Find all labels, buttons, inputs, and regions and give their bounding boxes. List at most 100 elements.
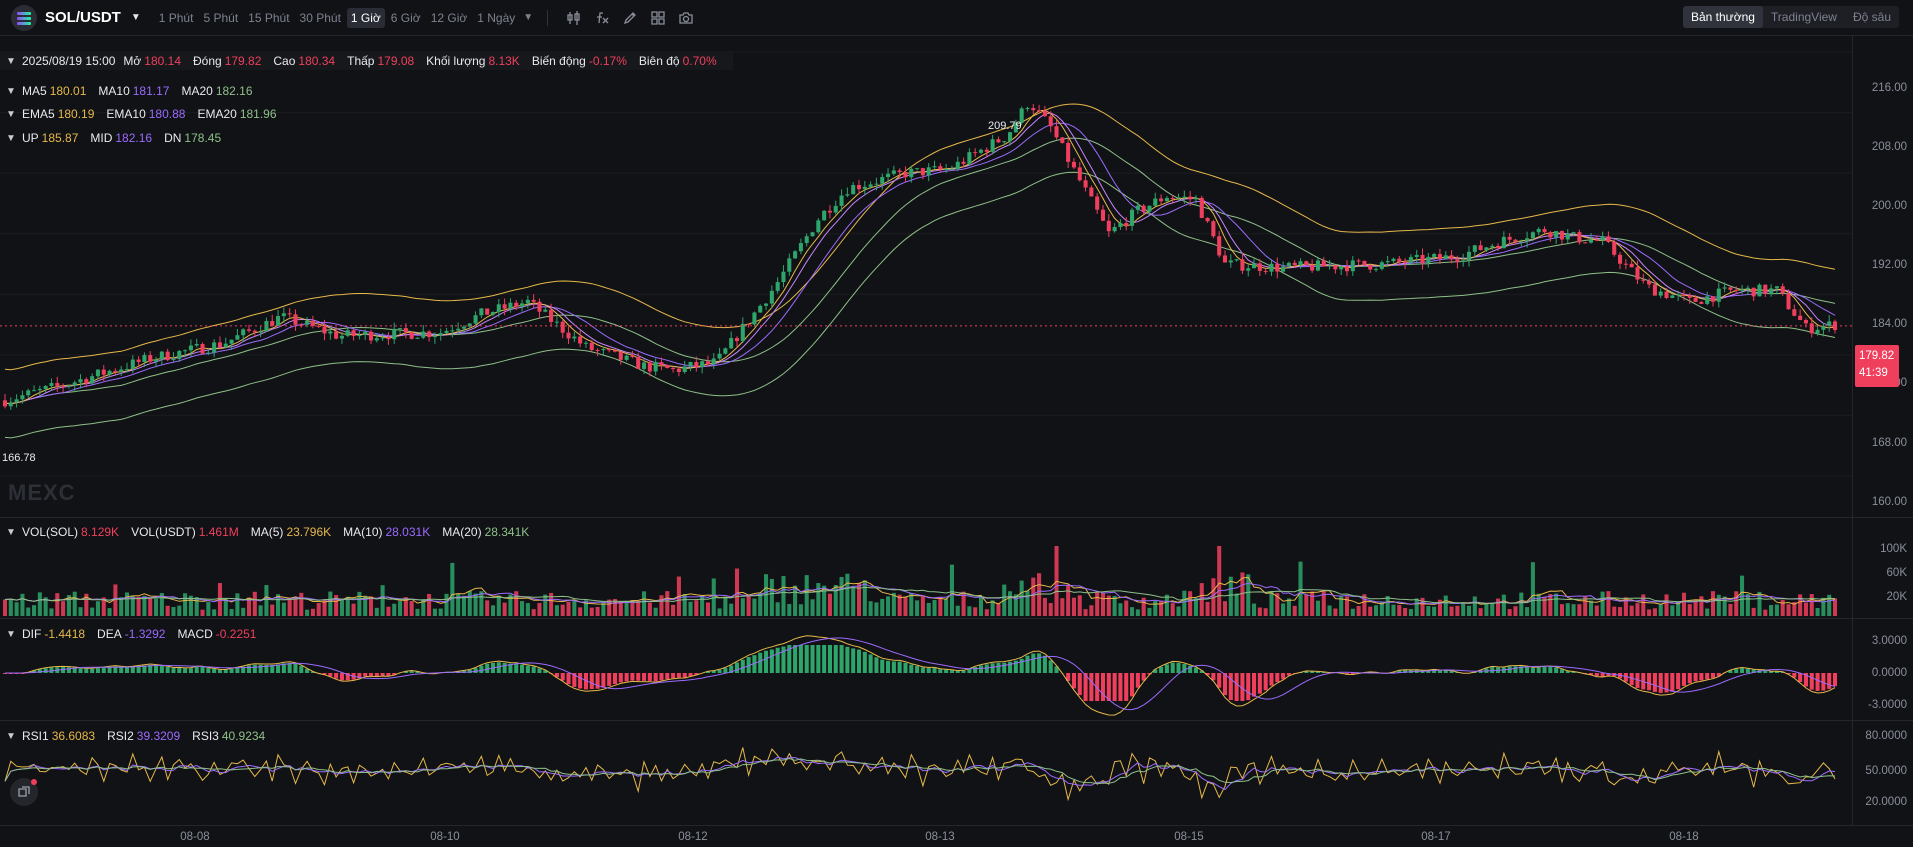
interval-more-chevron-down-icon[interactable]: ▼ [523, 12, 534, 23]
volume-bar [1403, 607, 1408, 616]
interval-6h[interactable]: 6 Giờ [390, 10, 421, 25]
symbol-dropdown-caret-icon[interactable]: ▼ [130, 12, 141, 23]
candle-body [1350, 260, 1355, 272]
volume-bar [700, 595, 705, 616]
macd-histogram-bar [1710, 673, 1716, 679]
interval-1h[interactable]: 1 Giờ [346, 7, 385, 28]
interval-30m[interactable]: 30 Phút [299, 10, 341, 25]
macd-histogram-bar [1449, 670, 1454, 673]
candle-body [711, 358, 716, 364]
candlestick-chart[interactable] [0, 36, 1852, 517]
macd-histogram-bar [729, 665, 734, 673]
candle-body [334, 331, 339, 339]
rsi-tick: 80.0000 [1865, 730, 1907, 742]
candle-settings-icon[interactable] [560, 5, 588, 31]
volume-bar [345, 596, 350, 616]
macd-histogram-bar [159, 665, 164, 673]
candle-body [1292, 262, 1297, 265]
macd-histogram-bar [380, 673, 385, 676]
macd-histogram-bar [473, 668, 478, 673]
interval-5m[interactable]: 5 Phút [203, 10, 239, 25]
volume-bar [66, 595, 71, 616]
macd-histogram-bar [961, 670, 966, 673]
volume-bar [833, 585, 838, 616]
view-depth[interactable]: Độ sâu [1852, 10, 1891, 24]
volume-bar [1031, 577, 1036, 616]
camera-icon[interactable] [672, 5, 700, 31]
ma-collapse-chevron-icon[interactable]: ▼ [6, 85, 16, 97]
rsi-chart[interactable] [0, 721, 1852, 825]
macd-collapse-chevron-icon[interactable]: ▼ [6, 628, 16, 640]
volume-bar [1583, 595, 1588, 616]
macd-histogram-bar [1594, 673, 1599, 677]
collapse-chevron-icon[interactable]: ▼ [6, 55, 16, 67]
view-standard[interactable]: Bản thường [1682, 6, 1763, 28]
macd-histogram-bar [1217, 673, 1222, 688]
candle-body [781, 271, 786, 283]
volume-bar [990, 600, 995, 616]
macd-histogram-bar [531, 666, 536, 673]
macd-histogram-bar [856, 649, 862, 673]
interval-12h[interactable]: 12 Giờ [430, 10, 468, 25]
macd-chart[interactable] [0, 619, 1852, 720]
candle-body [1821, 325, 1826, 330]
volume-label: Khối lượng [426, 54, 486, 68]
view-tradingview[interactable]: TradingView [1770, 10, 1837, 24]
interval-1m[interactable]: 1 Phút [158, 10, 194, 25]
volume-chart[interactable] [0, 518, 1852, 618]
candle-body [1722, 287, 1727, 289]
volume-bar [252, 591, 257, 616]
pencil-icon[interactable] [616, 5, 644, 31]
macd-histogram-bar [276, 664, 281, 673]
macd-histogram-bar [119, 666, 124, 673]
macd-histogram-bar [1112, 673, 1117, 701]
macd-histogram-bar [874, 657, 879, 673]
time-axis[interactable]: 08-08 08-10 08-12 08-13 08-15 08-17 08-1… [0, 825, 1913, 847]
time-tick: 08-08 [180, 831, 210, 843]
layout-icon[interactable] [644, 5, 672, 31]
candle-body [235, 335, 240, 340]
volume-bar [1077, 595, 1082, 616]
volume-collapse-chevron-icon[interactable]: ▼ [6, 526, 16, 538]
macd-histogram-bar [543, 670, 548, 673]
volume-bar [78, 607, 83, 616]
ma5-label: MA5 [22, 84, 47, 98]
volume-bar [1362, 594, 1367, 616]
rsi-collapse-chevron-icon[interactable]: ▼ [6, 730, 16, 742]
candle-body [665, 365, 670, 369]
volume-bar [961, 591, 966, 616]
volume-bar [711, 578, 716, 616]
ma20-line [4, 137, 1836, 405]
macd-histogram-bar [520, 664, 525, 673]
indicator-settings-button[interactable] [10, 778, 38, 806]
macd-histogram-bar [1153, 669, 1158, 673]
formula-icon[interactable] [588, 5, 616, 31]
volume-bar [1147, 607, 1152, 616]
volume-bar [798, 604, 803, 616]
price-tick: 208.00 [1871, 141, 1907, 153]
volume-bar [781, 576, 786, 616]
ema-collapse-chevron-icon[interactable]: ▼ [6, 108, 16, 120]
candle-body [148, 355, 153, 362]
volume-bar [525, 603, 530, 616]
price-axis[interactable]: 216.00 208.00 200.00 192.00 184.00 176.0… [1852, 36, 1913, 517]
interval-1d[interactable]: 1 Ngày [477, 10, 516, 25]
candle-body [305, 320, 310, 325]
volume-bar [1257, 607, 1262, 616]
boll-collapse-chevron-icon[interactable]: ▼ [6, 132, 16, 144]
macd-histogram-bar [66, 667, 71, 673]
candle-body [705, 361, 710, 364]
candle-body [217, 342, 222, 348]
volume-bar [61, 601, 66, 616]
interval-15m[interactable]: 15 Phút [248, 10, 290, 25]
price-tick: 160.00 [1871, 496, 1907, 508]
candle-body [1455, 259, 1460, 263]
candle-body [37, 388, 42, 391]
candle-body [229, 339, 234, 344]
candle-body [107, 370, 112, 375]
macd-histogram-bar [915, 665, 920, 673]
candle-body [1437, 254, 1442, 259]
macd-histogram-bar [1263, 673, 1268, 691]
candle-body [1676, 294, 1681, 296]
candle-body [392, 328, 397, 340]
